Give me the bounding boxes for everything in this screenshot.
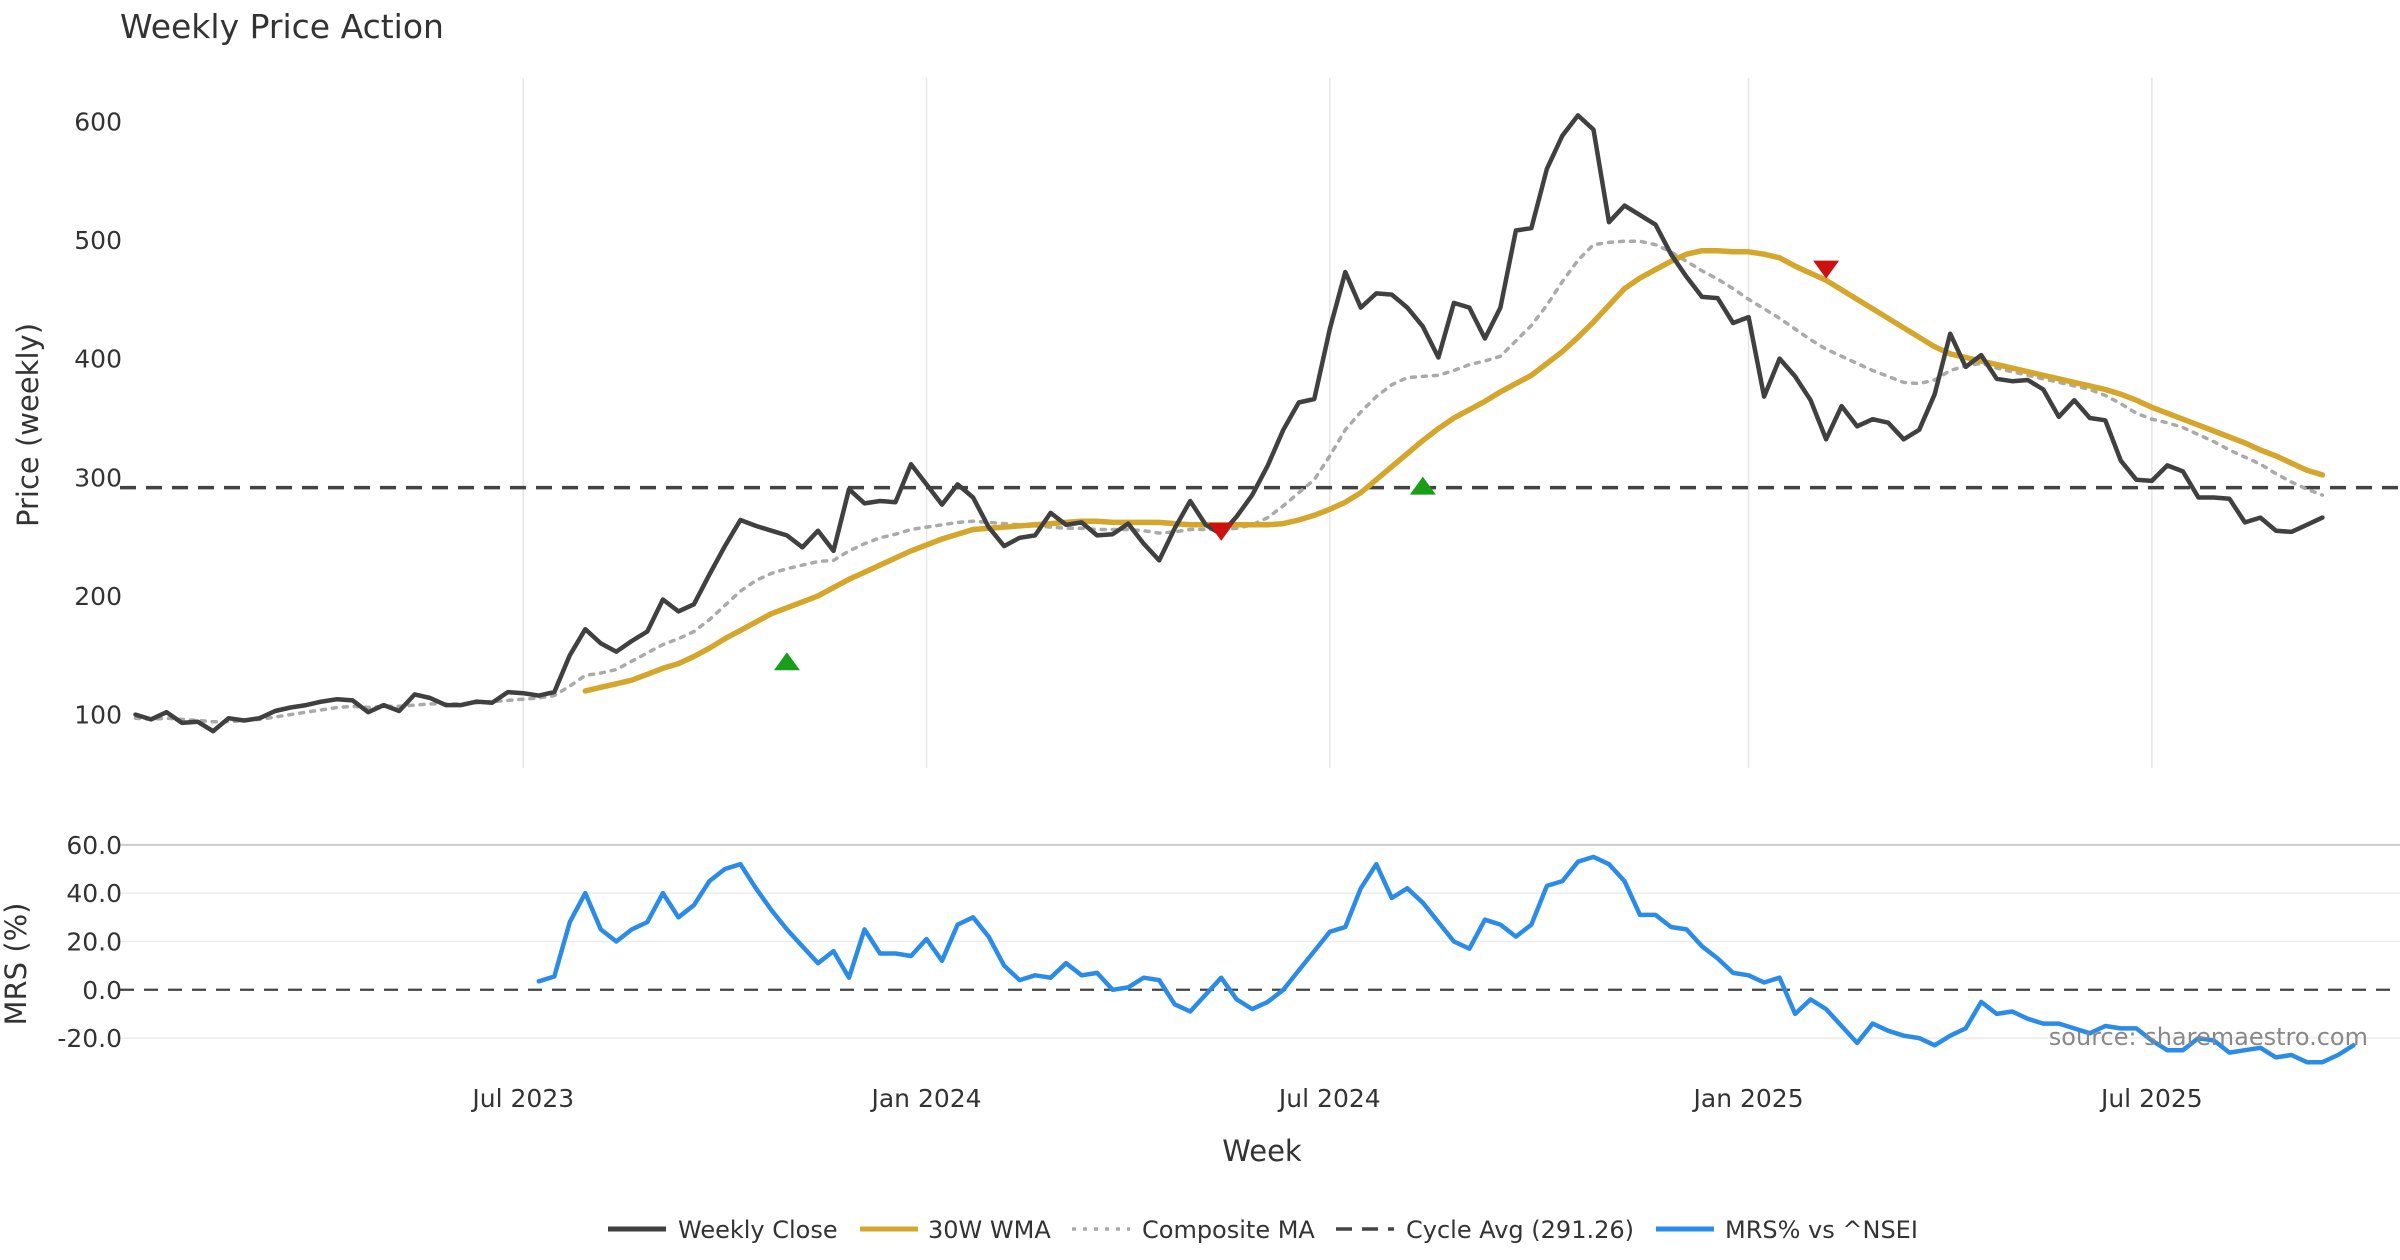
price-y-tick-label: 500 <box>74 226 122 255</box>
mrs-y-ticks: 60.0 40.0 20.0 0.0 -20.0 <box>57 831 122 1053</box>
legend-item: Composite MA <box>1072 1216 1315 1244</box>
mrs-y-tick-label: 60.0 <box>66 831 122 860</box>
legend-item: 30W WMA <box>860 1216 1051 1244</box>
weekly-close-line <box>133 113 2325 734</box>
x-tick-label: Jan 2024 <box>869 1084 981 1113</box>
x-axis-title: Week <box>1222 1134 1302 1168</box>
price-y-ticks: 100 200 300 400 500 600 <box>74 107 122 729</box>
legend-label: Cycle Avg (291.26) <box>1406 1216 1634 1244</box>
sell-signal-marker <box>1208 522 1235 541</box>
x-tick-label: Jul 2024 <box>1277 1084 1381 1113</box>
price-y-tick-label: 300 <box>74 463 122 492</box>
buy-signal-marker <box>773 652 800 671</box>
mrs-y-tick-label: 0.0 <box>82 976 122 1005</box>
price-series <box>133 113 2326 734</box>
legend-item: Weekly Close <box>608 1216 838 1244</box>
mrs-y-tick-label: 20.0 <box>66 927 122 956</box>
signal-markers <box>773 260 1840 671</box>
chart-title: Weekly Price Action <box>120 7 444 46</box>
mrs-gridlines <box>120 843 2400 1039</box>
legend-label: Composite MA <box>1142 1216 1315 1244</box>
x-tick-label: Jul 2025 <box>2099 1084 2203 1113</box>
price-y-axis-title: Price (weekly) <box>11 323 45 527</box>
price-y-tick-label: 200 <box>74 582 122 611</box>
legend-label: 30W WMA <box>928 1216 1051 1244</box>
mrs-y-tick-label: 40.0 <box>66 879 122 908</box>
price-y-tick-label: 100 <box>74 701 122 730</box>
buy-signal-marker <box>1409 476 1436 495</box>
price-y-tick-label: 400 <box>74 345 122 374</box>
legend-item: MRS% vs ^NSEI <box>1656 1216 1918 1244</box>
price-gridlines <box>522 78 2153 768</box>
mrs-line <box>536 854 2356 1065</box>
x-axis-ticks: Jul 2023 Jan 2024 Jul 2024 Jan 2025 Jul 2025 <box>470 1084 2202 1113</box>
x-tick-label: Jul 2023 <box>470 1084 574 1113</box>
legend-label: Weekly Close <box>678 1216 838 1244</box>
composite-ma-line <box>133 239 2325 724</box>
x-tick-label: Jan 2025 <box>1692 1084 1804 1113</box>
mrs-y-tick-label: -20.0 <box>57 1024 122 1053</box>
watermark: source: sharemaestro.com <box>2049 1023 2368 1051</box>
price-y-tick-label: 600 <box>74 107 122 136</box>
mrs-series <box>536 854 2356 1065</box>
mrs-y-axis-title: MRS (%) <box>0 903 33 1026</box>
legend-label: MRS% vs ^NSEI <box>1725 1216 1918 1244</box>
legend: Weekly Close 30W WMA Composite MA Cycle Avg… <box>608 1216 1918 1244</box>
sell-signal-marker <box>1813 260 1840 279</box>
30w-wma-line <box>582 247 2326 694</box>
legend-item: Cycle Avg (291.26) <box>1336 1216 1634 1244</box>
